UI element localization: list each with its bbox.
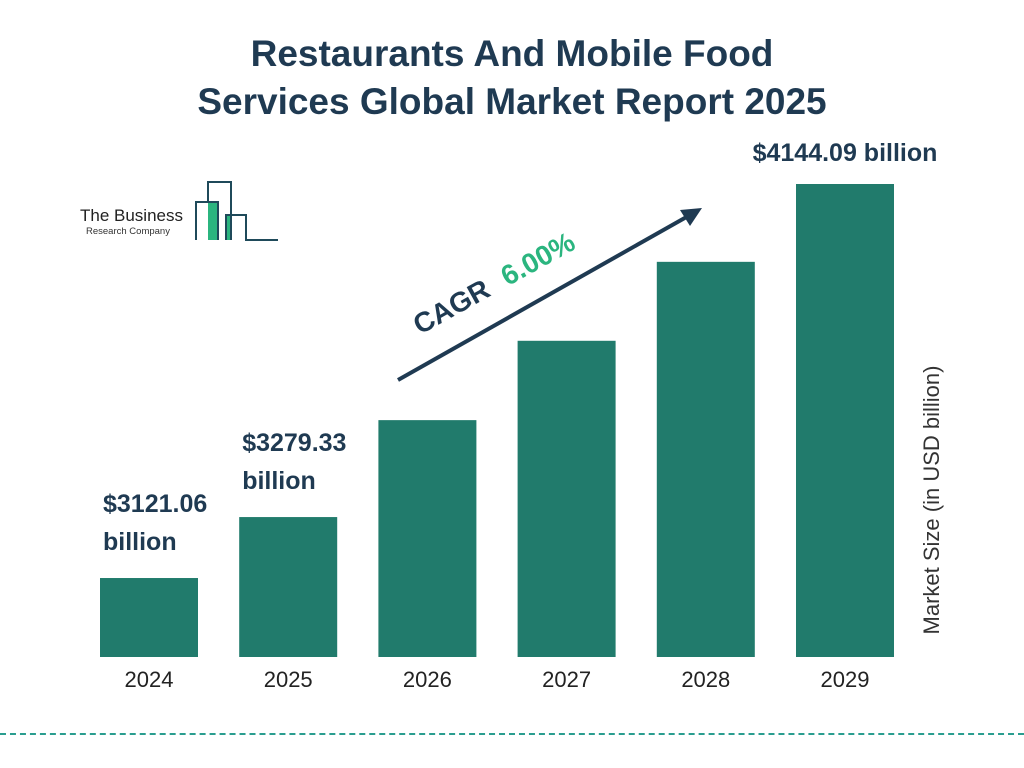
x-tick-label: 2025 bbox=[264, 667, 313, 692]
company-logo: The Business Research Company bbox=[78, 180, 288, 245]
bar-2029 bbox=[796, 184, 894, 657]
logo-text-line2: Research Company bbox=[86, 226, 170, 237]
logo-buildings-icon bbox=[195, 181, 278, 241]
x-tick-label: 2029 bbox=[821, 667, 870, 692]
data-label: $3121.06 bbox=[103, 490, 207, 518]
bar-2028 bbox=[656, 261, 755, 657]
data-label: $4144.09 billion bbox=[753, 139, 938, 167]
bar-2026 bbox=[378, 420, 477, 657]
data-label: billion bbox=[103, 528, 177, 556]
bar-2025 bbox=[239, 517, 338, 657]
x-tick-label: 2026 bbox=[403, 667, 452, 692]
logo-text-line1: The Business bbox=[80, 206, 183, 225]
cagr-arrow bbox=[397, 208, 702, 382]
title-line-2: Services Global Market Report 2025 bbox=[197, 81, 827, 122]
x-tick-label: 2028 bbox=[681, 667, 730, 692]
x-tick-label: 2024 bbox=[125, 667, 174, 692]
bar-2027 bbox=[517, 340, 616, 657]
svg-text:CAGR 6.00%: CAGR 6.00% bbox=[408, 226, 580, 340]
footer-divider bbox=[0, 733, 1024, 735]
cagr-value: 6.00% bbox=[496, 226, 581, 292]
cagr-label: CAGR bbox=[408, 273, 495, 340]
title-line-1: Restaurants And Mobile Food bbox=[250, 33, 774, 74]
x-tick-label: 2027 bbox=[542, 667, 591, 692]
chart-title: Restaurants And Mobile Food Services Glo… bbox=[0, 30, 1024, 126]
data-label: billion bbox=[242, 467, 316, 495]
y-axis-label: Market Size (in USD billion) bbox=[919, 365, 944, 635]
data-label: $3279.33 bbox=[242, 429, 346, 457]
bar-2024 bbox=[100, 578, 198, 657]
